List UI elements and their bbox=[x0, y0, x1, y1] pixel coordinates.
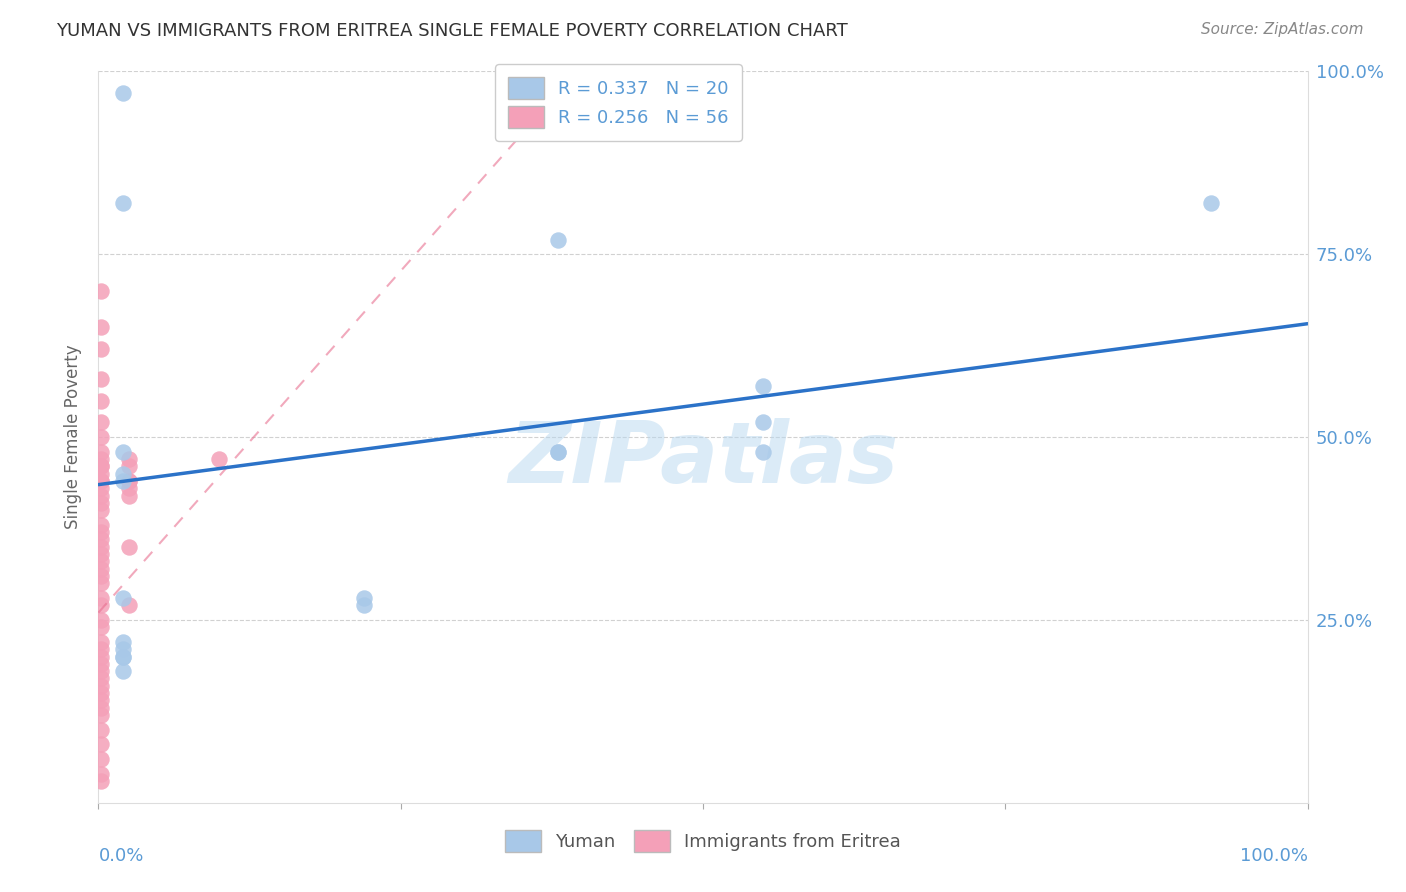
Point bbox=[90, 642, 112, 657]
Point bbox=[90, 533, 112, 547]
Point bbox=[90, 525, 112, 540]
Point bbox=[90, 496, 112, 510]
Point bbox=[90, 766, 112, 780]
Point bbox=[111, 474, 134, 488]
Point bbox=[547, 233, 569, 247]
Point bbox=[90, 737, 112, 751]
Point bbox=[90, 708, 112, 723]
Point bbox=[90, 554, 112, 568]
Point bbox=[90, 517, 112, 532]
Point bbox=[90, 693, 112, 707]
Point bbox=[118, 599, 141, 613]
Point bbox=[90, 591, 112, 605]
Point bbox=[353, 599, 375, 613]
Legend: Yuman, Immigrants from Eritrea: Yuman, Immigrants from Eritrea bbox=[498, 823, 908, 860]
Point bbox=[90, 540, 112, 554]
Point bbox=[118, 474, 141, 488]
Point bbox=[90, 343, 112, 357]
Point bbox=[90, 371, 112, 385]
Point bbox=[118, 452, 141, 467]
Point bbox=[111, 635, 134, 649]
Point bbox=[90, 459, 112, 474]
Point bbox=[90, 569, 112, 583]
Point bbox=[90, 723, 112, 737]
Text: 100.0%: 100.0% bbox=[1240, 847, 1308, 864]
Point bbox=[111, 664, 134, 678]
Point bbox=[90, 664, 112, 678]
Point bbox=[752, 444, 775, 458]
Point bbox=[118, 474, 141, 488]
Point bbox=[90, 474, 112, 488]
Point bbox=[90, 503, 112, 517]
Point bbox=[90, 481, 112, 495]
Point bbox=[90, 700, 112, 714]
Point bbox=[118, 459, 141, 474]
Point bbox=[547, 444, 569, 458]
Point bbox=[111, 87, 134, 101]
Point bbox=[90, 599, 112, 613]
Text: Source: ZipAtlas.com: Source: ZipAtlas.com bbox=[1201, 22, 1364, 37]
Point bbox=[90, 452, 112, 467]
Point bbox=[90, 474, 112, 488]
Point bbox=[90, 284, 112, 298]
Point bbox=[111, 467, 134, 481]
Point bbox=[90, 444, 112, 458]
Point bbox=[90, 459, 112, 474]
Y-axis label: Single Female Poverty: Single Female Poverty bbox=[65, 345, 83, 529]
Point bbox=[90, 679, 112, 693]
Point bbox=[547, 444, 569, 458]
Point bbox=[118, 540, 141, 554]
Point bbox=[90, 430, 112, 444]
Point bbox=[90, 686, 112, 700]
Point bbox=[111, 649, 134, 664]
Point bbox=[111, 642, 134, 657]
Point bbox=[111, 444, 134, 458]
Text: ZIPatlas: ZIPatlas bbox=[508, 417, 898, 500]
Point bbox=[90, 562, 112, 576]
Point bbox=[208, 452, 231, 467]
Point bbox=[90, 613, 112, 627]
Point bbox=[1199, 196, 1222, 211]
Point bbox=[752, 379, 775, 393]
Point bbox=[90, 635, 112, 649]
Point bbox=[118, 481, 141, 495]
Point bbox=[111, 649, 134, 664]
Point bbox=[353, 591, 375, 605]
Point bbox=[111, 591, 134, 605]
Point bbox=[90, 489, 112, 503]
Point bbox=[90, 393, 112, 408]
Point bbox=[90, 467, 112, 481]
Point bbox=[752, 416, 775, 430]
Point bbox=[90, 773, 112, 788]
Point bbox=[90, 576, 112, 591]
Point bbox=[90, 649, 112, 664]
Point bbox=[118, 489, 141, 503]
Text: 0.0%: 0.0% bbox=[98, 847, 143, 864]
Text: YUMAN VS IMMIGRANTS FROM ERITREA SINGLE FEMALE POVERTY CORRELATION CHART: YUMAN VS IMMIGRANTS FROM ERITREA SINGLE … bbox=[56, 22, 848, 40]
Point bbox=[90, 416, 112, 430]
Point bbox=[90, 620, 112, 634]
Point bbox=[90, 657, 112, 671]
Point bbox=[111, 196, 134, 211]
Point bbox=[90, 672, 112, 686]
Point bbox=[90, 547, 112, 561]
Point bbox=[90, 752, 112, 766]
Point bbox=[90, 320, 112, 334]
